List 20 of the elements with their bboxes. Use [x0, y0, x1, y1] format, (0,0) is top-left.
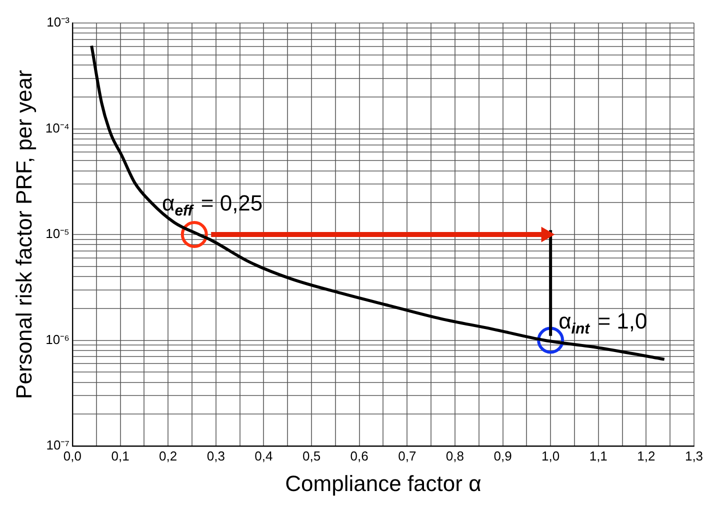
x-tick-label: 0,4	[254, 448, 273, 464]
x-tick-label: 0,9	[494, 448, 512, 464]
y-tick-label: 10⁻⁶	[46, 332, 70, 347]
x-axis-title: Compliance factor α	[285, 470, 482, 496]
y-tick-label: 10⁻³	[46, 14, 70, 30]
x-tick-label: 1,1	[589, 448, 608, 464]
x-tick-label: 0,6	[350, 448, 368, 464]
x-tick-label: 0,2	[159, 448, 178, 464]
x-tick-label: 1,2	[637, 448, 656, 464]
x-tick-label: 0,8	[446, 448, 464, 464]
x-tick-label: 0,7	[398, 448, 416, 464]
y-axis-title: Personal risk factor PRF, per year	[11, 70, 36, 399]
x-tick-label: 0,5	[302, 448, 321, 464]
y-tick-label: 10⁻⁵	[46, 226, 70, 242]
x-tick-label: 0,1	[111, 448, 130, 464]
x-tick-label: 0,3	[206, 448, 225, 464]
x-tick-label: 1,3	[684, 448, 704, 464]
x-tick-label: 1,0	[542, 448, 560, 464]
y-tick-label: 10⁻⁴	[45, 120, 70, 136]
line-series	[90, 44, 666, 361]
